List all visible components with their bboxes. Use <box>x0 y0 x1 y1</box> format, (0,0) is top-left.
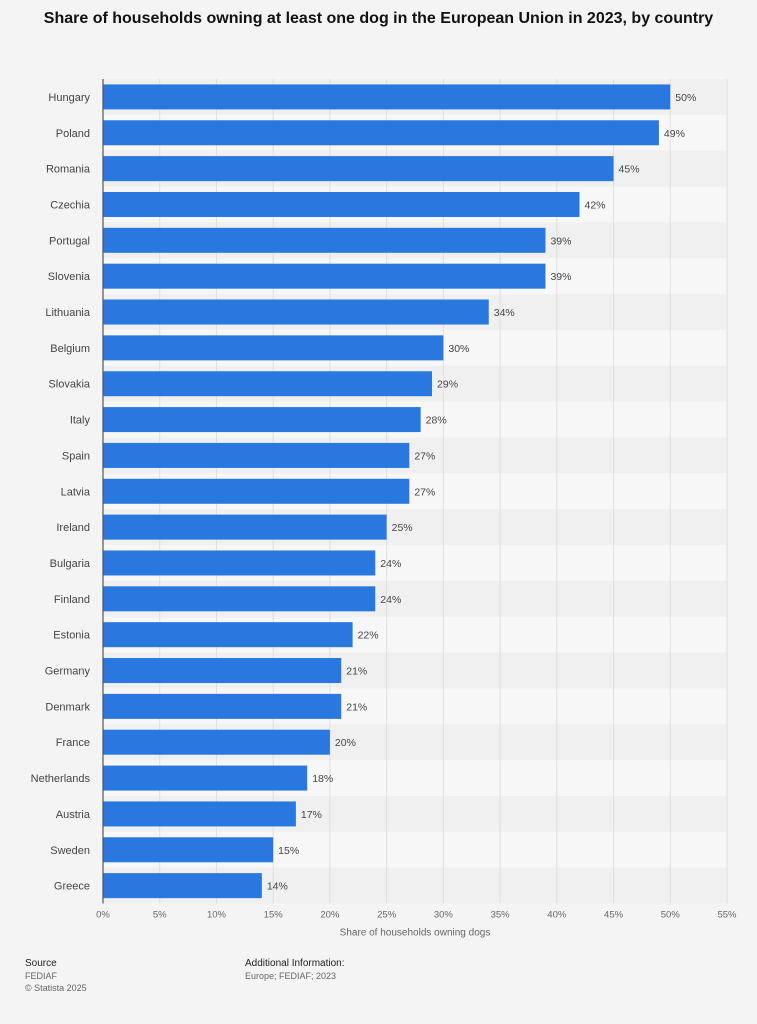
x-tick-label: 50% <box>661 910 681 921</box>
value-label: 27% <box>414 486 435 498</box>
bar <box>103 514 387 540</box>
value-label: 17% <box>301 809 322 821</box>
value-label: 45% <box>619 164 640 176</box>
category-label: Spain <box>62 450 90 462</box>
bar <box>103 84 671 110</box>
value-label: 39% <box>550 235 571 247</box>
source-heading: Source <box>25 958 57 969</box>
bar <box>103 801 296 827</box>
bar <box>103 837 274 863</box>
bar <box>103 622 353 648</box>
bar <box>103 729 330 755</box>
category-label: Czechia <box>50 199 91 211</box>
category-label: Ireland <box>56 522 90 534</box>
category-label: Austria <box>56 809 91 821</box>
category-label: Italy <box>70 415 91 427</box>
value-label: 28% <box>426 415 447 427</box>
bar <box>103 335 444 361</box>
category-label: Lithuania <box>45 307 91 319</box>
category-label: Portugal <box>49 235 90 247</box>
bar <box>103 765 308 791</box>
value-label: 25% <box>392 522 413 534</box>
category-label: Estonia <box>53 630 91 642</box>
bar <box>103 658 342 684</box>
value-label: 18% <box>312 773 333 785</box>
value-label: 24% <box>380 594 401 606</box>
category-label: Sweden <box>50 845 90 857</box>
bar <box>103 550 376 576</box>
x-tick-label: 40% <box>547 910 567 921</box>
additional-info-line: Europe; FEDIAF; 2023 <box>245 971 337 981</box>
x-tick-label: 30% <box>434 910 454 921</box>
bar <box>103 191 580 217</box>
x-tick-label: 5% <box>153 910 167 921</box>
bar-chart: Hungary 50% Poland 49% Romania 45% Czechia 42% P… <box>31 79 737 939</box>
value-label: 20% <box>335 737 356 749</box>
value-label: 21% <box>346 666 367 678</box>
value-label: 21% <box>346 701 367 713</box>
category-label: Netherlands <box>31 773 91 785</box>
copyright-line: © Statista 2025 <box>25 983 87 993</box>
x-tick-label: 0% <box>96 910 110 921</box>
bar <box>103 478 410 504</box>
bar <box>103 407 421 433</box>
chart-title: Share of households owning at least one … <box>43 10 714 27</box>
x-tick-label: 45% <box>604 910 624 921</box>
source-line: FEDIAF <box>25 971 58 981</box>
bar <box>103 156 614 182</box>
bar <box>103 873 262 899</box>
value-label: 15% <box>278 845 299 857</box>
bar <box>103 263 546 289</box>
value-label: 34% <box>494 307 515 319</box>
category-label: Romania <box>46 164 91 176</box>
category-label: Latvia <box>61 486 91 498</box>
x-tick-label: 55% <box>717 910 737 921</box>
bar <box>103 371 433 397</box>
x-tick-label: 25% <box>377 910 397 921</box>
value-label: 49% <box>664 128 685 140</box>
x-tick-label: 35% <box>491 910 511 921</box>
bar <box>103 299 489 325</box>
x-tick-label: 15% <box>264 910 284 921</box>
category-label: Poland <box>56 128 90 140</box>
value-label: 50% <box>675 92 696 104</box>
bar <box>103 227 546 253</box>
bar <box>103 120 659 146</box>
category-label: Greece <box>54 881 90 893</box>
category-label: Bulgaria <box>50 558 91 570</box>
category-label: Slovenia <box>48 271 91 283</box>
value-label: 42% <box>585 199 606 211</box>
bar <box>103 693 342 719</box>
value-label: 14% <box>267 881 288 893</box>
value-label: 24% <box>380 558 401 570</box>
additional-info-heading: Additional Information: <box>245 958 345 969</box>
category-label: Finland <box>54 594 90 606</box>
value-label: 29% <box>437 379 458 391</box>
category-label: Hungary <box>48 92 90 104</box>
value-label: 39% <box>550 271 571 283</box>
value-label: 27% <box>414 450 435 462</box>
additional-info-block: Additional Information: Europe; FEDIAF; … <box>245 958 345 982</box>
category-label: France <box>56 737 90 749</box>
value-label: 22% <box>358 630 379 642</box>
x-tick-label: 10% <box>207 910 227 921</box>
category-label: Slovakia <box>48 379 90 391</box>
bar <box>103 586 376 612</box>
x-tick-label: 20% <box>320 910 340 921</box>
bar <box>103 442 410 468</box>
source-block: Source FEDIAF © Statista 2025 <box>25 958 87 994</box>
category-label: Denmark <box>45 701 90 713</box>
x-axis-label: Share of households owning dogs <box>340 928 491 939</box>
value-label: 30% <box>448 343 469 355</box>
category-label: Germany <box>45 666 91 678</box>
category-label: Belgium <box>50 343 90 355</box>
